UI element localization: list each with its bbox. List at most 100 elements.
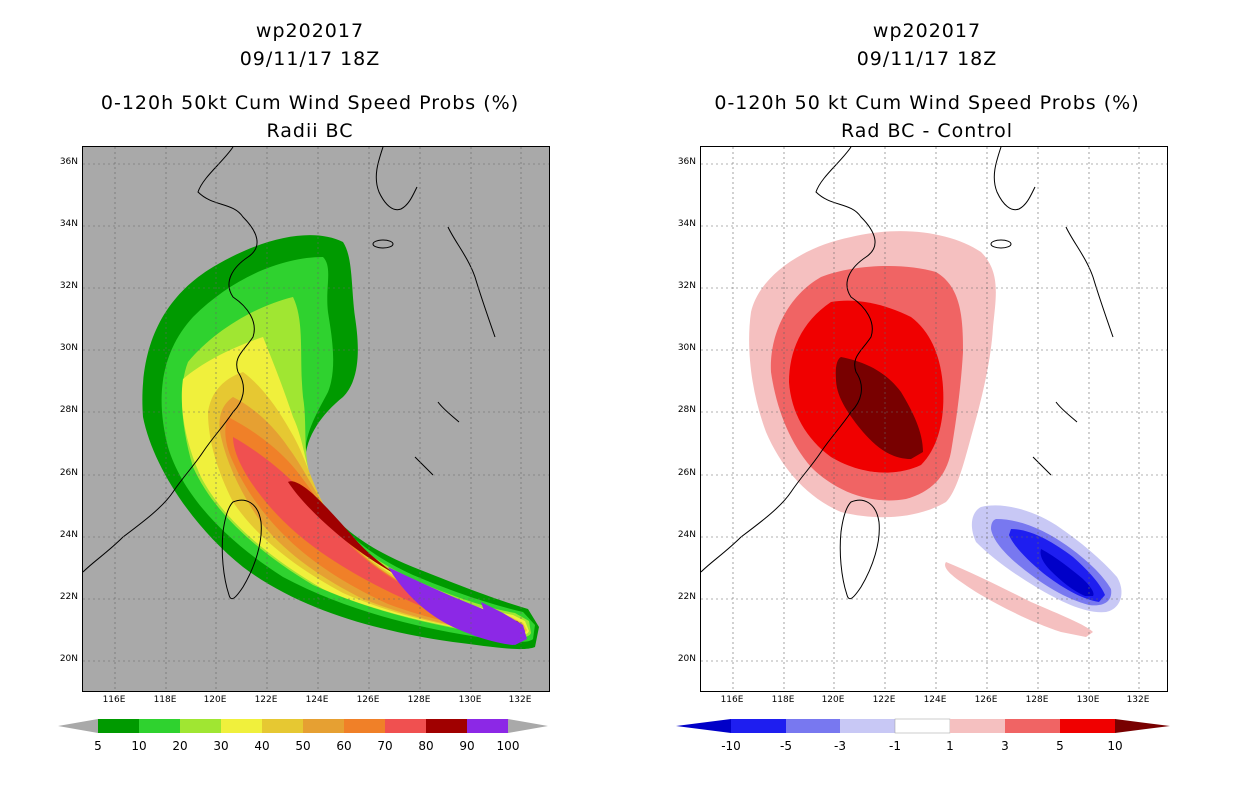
left-map — [82, 146, 550, 692]
left-lat-label: 26N — [59, 468, 78, 478]
right-lon-label: 120E — [821, 695, 845, 705]
right-title-product: 0-120h 50 kt Cum Wind Speed Probs (%) — [714, 92, 1140, 114]
left-colorbar-swatch — [262, 719, 303, 733]
right-lon-label: 122E — [872, 695, 896, 705]
left-colorbar-label: 100 — [496, 739, 520, 753]
right-colorbar-under-triangle — [676, 719, 731, 733]
left-lat-label: 28N — [59, 405, 78, 415]
right-colorbar-swatch — [1005, 719, 1060, 733]
left-lat-label: 24N — [59, 530, 78, 540]
left-colorbar-swatch — [221, 719, 262, 733]
right-lat-label: 24N — [677, 530, 696, 540]
jeju-island — [372, 239, 394, 249]
prob-60-contour — [225, 417, 524, 633]
japan-kyushu — [1065, 226, 1114, 338]
left-colorbar-label: 90 — [459, 739, 475, 753]
left-coastlines — [83, 147, 496, 600]
prob-40-contour — [208, 372, 527, 635]
right-lat-label: 28N — [677, 405, 696, 415]
left-colorbar-label: 20 — [172, 739, 188, 753]
right-colorbar-swatch — [894, 718, 951, 734]
right-lat-label: 26N — [677, 468, 696, 478]
left-colorbar-label: 80 — [418, 739, 434, 753]
left-colorbar-label: 30 — [213, 739, 229, 753]
right-lat-label: 36N — [677, 157, 696, 167]
left-lat-label: 20N — [59, 654, 78, 664]
left-lon-label: 132E — [508, 695, 532, 705]
right-lat-label: 34N — [677, 219, 696, 229]
left-colorbar-swatch — [139, 719, 180, 733]
left-map-svg — [83, 147, 549, 691]
right-lat-label: 20N — [677, 654, 696, 664]
prob-70-contour — [233, 437, 523, 632]
diff-pos-10-contour — [835, 357, 923, 459]
left-lat-label: 34N — [59, 219, 78, 229]
left-colorbar-swatch — [180, 719, 221, 733]
diff-neg-10-contour — [1040, 549, 1094, 596]
right-lon-label: 124E — [923, 695, 947, 705]
right-map — [700, 146, 1168, 692]
taiwan-island — [221, 499, 262, 600]
left-title-date: 09/11/17 18Z — [239, 48, 381, 70]
left-lat-label: 30N — [59, 343, 78, 353]
left-colorbar-label: 60 — [336, 739, 352, 753]
left-lat-label: 36N — [59, 157, 78, 167]
right-colorbar-swatch — [950, 719, 1005, 733]
left-colorbar — [58, 719, 548, 733]
taiwan-island — [839, 499, 880, 600]
left-lon-label: 130E — [458, 695, 482, 705]
left-colorbar-label: 70 — [377, 739, 393, 753]
left-title-storm-id: wp202017 — [255, 20, 365, 42]
right-lon-label: 116E — [720, 695, 744, 705]
left-colorbar-label: 50 — [295, 739, 311, 753]
left-colorbar-under-triangle — [58, 719, 98, 733]
left-colorbar-label: 5 — [94, 739, 102, 753]
left-colorbar-swatch — [303, 719, 344, 733]
right-colorbar-label: -1 — [889, 739, 901, 753]
left-colorbar-over-triangle — [508, 719, 548, 733]
left-colorbar-swatch — [344, 719, 385, 733]
left-lon-label: 126E — [356, 695, 380, 705]
japan-kyushu — [447, 226, 496, 338]
korea-peninsula — [375, 147, 418, 211]
right-colorbar-label: 3 — [1001, 739, 1009, 753]
left-colorbar-swatch — [467, 719, 508, 733]
left-lon-label: 128E — [407, 695, 431, 705]
right-colorbar-label: 1 — [946, 739, 954, 753]
right-colorbar-label: -3 — [834, 739, 846, 753]
right-colorbar-label: -5 — [780, 739, 792, 753]
left-colorbar-swatch — [98, 719, 139, 733]
diff-pos-1-south-band — [945, 562, 1093, 637]
left-colorbar-swatch — [385, 719, 426, 733]
china-coastline — [701, 147, 876, 573]
prob-100-contour — [481, 602, 527, 645]
right-map-svg — [701, 147, 1167, 691]
korea-peninsula — [993, 147, 1036, 211]
left-gridlines — [83, 147, 549, 691]
left-lon-label: 118E — [153, 695, 177, 705]
right-colorbar-label: -10 — [721, 739, 741, 753]
left-lon-label: 124E — [305, 695, 329, 705]
left-lon-label: 116E — [102, 695, 126, 705]
right-colorbar-over-triangle — [1115, 719, 1170, 733]
right-colorbar-label: 5 — [1056, 739, 1064, 753]
right-colorbar — [676, 718, 1170, 734]
right-lon-label: 118E — [771, 695, 795, 705]
right-gridlines — [701, 147, 1167, 691]
left-lat-label: 32N — [59, 281, 78, 291]
left-title-subtitle: Radii BC — [266, 120, 354, 142]
right-lon-label: 130E — [1076, 695, 1100, 705]
right-lon-label: 132E — [1126, 695, 1150, 705]
right-lat-label: 22N — [677, 592, 696, 602]
left-colorbar-label: 40 — [254, 739, 270, 753]
right-title-date: 09/11/17 18Z — [856, 48, 998, 70]
right-lon-label: 126E — [974, 695, 998, 705]
right-colorbar-swatch — [840, 719, 895, 733]
left-lon-label: 122E — [254, 695, 278, 705]
china-coastline — [83, 147, 258, 573]
jeju-island — [990, 239, 1012, 249]
left-title-product: 0-120h 50kt Cum Wind Speed Probs (%) — [100, 92, 520, 114]
right-lat-label: 30N — [677, 343, 696, 353]
right-colorbar-swatch — [1060, 719, 1115, 733]
right-lon-label: 128E — [1025, 695, 1049, 705]
